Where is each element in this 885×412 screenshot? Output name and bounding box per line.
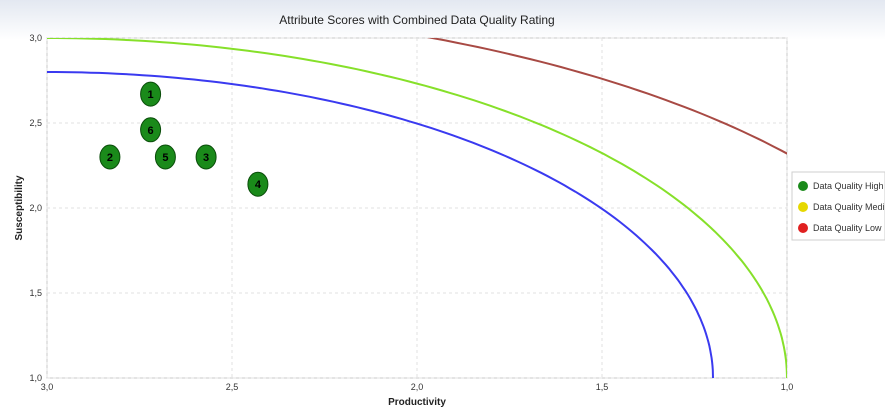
legend-marker <box>798 202 808 212</box>
data-point-label: 3 <box>203 152 209 164</box>
data-point-marker <box>154 144 176 170</box>
data-point[interactable]: 4 <box>247 171 269 197</box>
data-point-marker <box>99 144 121 170</box>
data-point-marker <box>195 144 217 170</box>
data-point[interactable]: 3 <box>195 144 217 170</box>
data-point[interactable]: 6 <box>140 117 162 143</box>
frontier-curve-3 <box>426 38 787 155</box>
frontier-curve-1 <box>47 71 714 378</box>
y-tick-label: 2,0 <box>29 203 42 213</box>
legend-label: Data Quality High <box>813 181 884 191</box>
data-point-label: 4 <box>255 179 262 191</box>
y-tick-label: 3,0 <box>29 33 42 43</box>
data-point-label: 1 <box>148 89 154 101</box>
x-axis-label: Productivity <box>388 397 446 408</box>
x-axis-ticks: 3,0 2,5 2,0 1,5 1,0 <box>41 382 794 392</box>
chart-title: Attribute Scores with Combined Data Qual… <box>279 13 554 27</box>
data-point-marker <box>247 171 269 197</box>
grid-lines <box>46 37 788 379</box>
legend-marker <box>798 223 808 233</box>
legend-item: Data Quality Low <box>798 223 882 233</box>
data-point[interactable]: 2 <box>99 144 121 170</box>
data-point-label: 5 <box>162 152 168 164</box>
data-point[interactable]: 1 <box>140 81 162 107</box>
y-axis-ticks: 3,0 2,5 2,0 1,5 1,0 <box>29 33 42 383</box>
y-axis-label: Susceptibility <box>14 175 25 240</box>
data-points: 1 6 2 5 3 4 <box>99 81 269 197</box>
y-tick-label: 2,5 <box>29 118 42 128</box>
y-tick-label: 1,0 <box>29 373 42 383</box>
legend-item: Data Quality Medium <box>798 202 885 212</box>
y-tick-label: 1,5 <box>29 288 42 298</box>
legend-item: Data Quality High <box>798 181 884 191</box>
data-point[interactable]: 5 <box>154 144 176 170</box>
legend-label: Data Quality Medium <box>813 202 885 212</box>
legend-marker <box>798 181 808 191</box>
data-point-label: 2 <box>107 152 113 164</box>
frontier-curves <box>47 38 787 378</box>
x-tick-label: 2,0 <box>411 382 424 392</box>
data-point-marker <box>140 81 162 107</box>
data-point-marker <box>140 117 162 143</box>
data-point-label: 6 <box>148 125 154 137</box>
legend: Data Quality High Data Quality Medium Data… <box>791 171 885 241</box>
x-tick-label: 1,5 <box>596 382 609 392</box>
frontier-curve-2 <box>47 38 787 378</box>
x-tick-label: 1,0 <box>781 382 794 392</box>
legend-label: Data Quality Low <box>813 223 882 233</box>
x-tick-label: 3,0 <box>41 382 54 392</box>
x-tick-label: 2,5 <box>226 382 239 392</box>
